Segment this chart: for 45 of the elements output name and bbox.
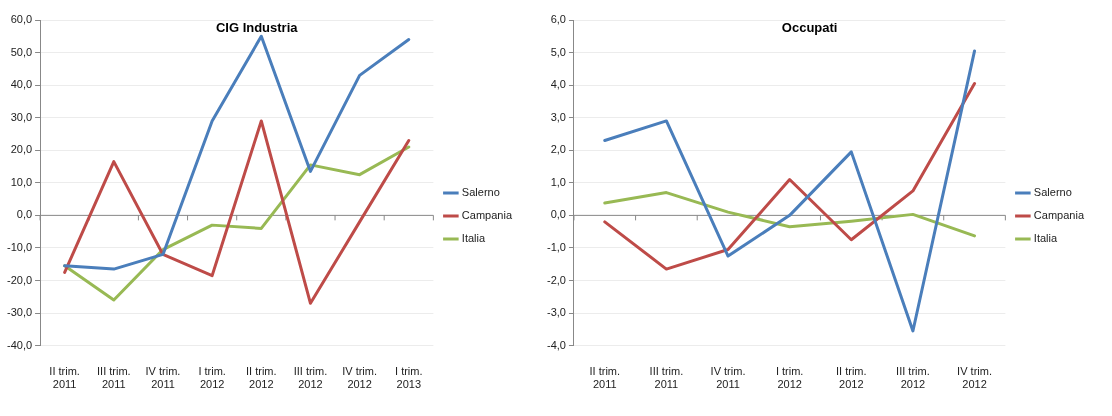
x-tick-label: I trim. 2012	[775, 365, 804, 391]
x-tick-label: I trim. 2013	[395, 365, 423, 391]
y-tick-label: -4,0	[546, 338, 566, 351]
x-tick-label: IV trim. 2011	[145, 365, 181, 391]
x-tick-label: II trim. 2012	[246, 365, 277, 391]
y-tick-label: 20,0	[10, 143, 33, 156]
y-tick-label: -30,0	[6, 306, 33, 319]
x-tick-label: II trim. 2012	[836, 365, 867, 391]
y-tick-label: 0,0	[16, 208, 33, 221]
y-tick-label: -1,0	[546, 240, 566, 253]
y-tick-label: 2,0	[550, 143, 566, 156]
y-tick-label: 6,0	[550, 13, 566, 26]
legend-label: Salerno	[1033, 186, 1072, 199]
legend-label: Campania	[461, 209, 513, 222]
x-tick-label: IV trim. 2012	[342, 365, 378, 391]
chart-title: CIG Industria	[215, 20, 299, 36]
y-tick-label: 5,0	[550, 45, 566, 58]
x-tick-label: III trim. 2011	[649, 365, 684, 391]
y-tick-label: 60,0	[10, 13, 33, 26]
legend-label: Campania	[1033, 209, 1085, 222]
x-tick-label: IV trim. 2011	[710, 365, 746, 391]
legend-label: Italia	[461, 232, 486, 245]
x-tick-label: II trim. 2011	[589, 365, 621, 391]
y-tick-label: 0,0	[550, 208, 566, 221]
y-tick-label: 30,0	[10, 110, 33, 123]
x-tick-label: II trim. 2011	[49, 365, 80, 391]
y-tick-label: -20,0	[6, 273, 33, 286]
y-tick-label: 40,0	[10, 78, 33, 91]
x-tick-label: IV trim. 2012	[957, 365, 992, 391]
legend-label: Italia	[1033, 232, 1058, 245]
x-tick-label: III trim. 2012	[293, 365, 328, 391]
y-tick-label: 10,0	[10, 175, 33, 188]
y-tick-label: 3,0	[550, 110, 566, 123]
y-tick-label: 50,0	[10, 45, 33, 58]
y-tick-label: -40,0	[6, 338, 33, 351]
y-tick-label: 4,0	[550, 78, 566, 91]
x-tick-label: III trim. 2011	[97, 365, 131, 391]
chart-title: Occupati	[781, 20, 838, 36]
y-tick-label: 1,0	[550, 175, 566, 188]
y-tick-label: -10,0	[6, 240, 33, 253]
x-tick-label: III trim. 2012	[896, 365, 930, 391]
legend-label: Salerno	[461, 186, 500, 199]
y-tick-label: -3,0	[546, 306, 566, 319]
y-tick-label: -2,0	[546, 273, 566, 286]
x-tick-label: I trim. 2012	[198, 365, 226, 391]
